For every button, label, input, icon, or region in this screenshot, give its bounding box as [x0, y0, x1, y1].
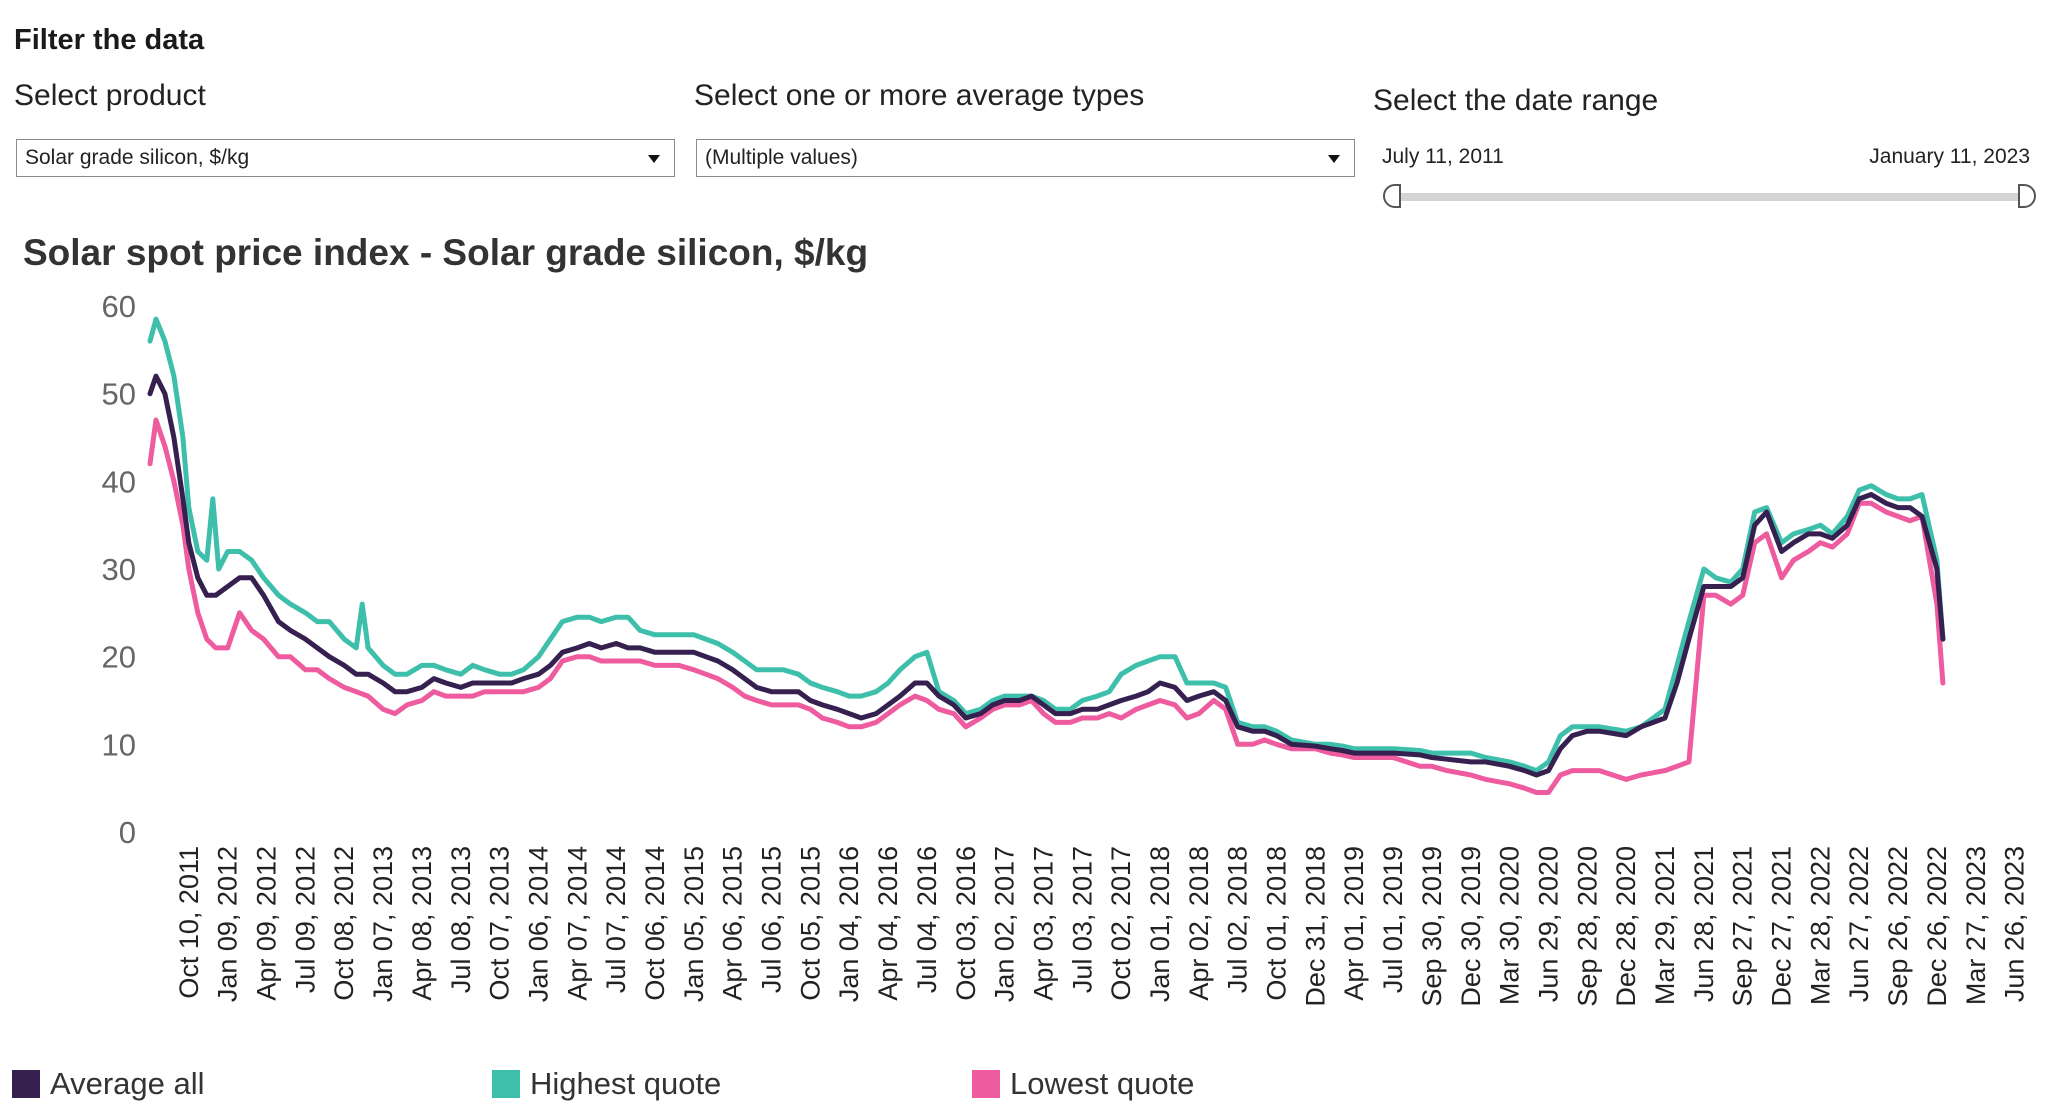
y-tick-label: 40 — [102, 464, 136, 499]
x-tick-label: Dec 28, 2020 — [1611, 846, 1641, 1007]
legend-item-highest[interactable]: Highest quote — [492, 1066, 722, 1101]
x-tick-label: Jul 01, 2019 — [1378, 846, 1408, 993]
x-tick-label: Apr 09, 2012 — [252, 846, 282, 1001]
chevron-down-icon — [1328, 155, 1340, 163]
x-tick-label: Sep 26, 2022 — [1883, 846, 1913, 1007]
x-tick-label: Apr 04, 2016 — [873, 846, 903, 1001]
x-tick-label: Jul 03, 2017 — [1067, 846, 1097, 993]
y-axis: 0 10 20 30 40 50 60 — [102, 289, 136, 850]
x-tick-label: Jun 29, 2020 — [1533, 846, 1563, 1002]
y-tick-label: 10 — [102, 727, 136, 762]
x-tick-label: Apr 08, 2013 — [407, 846, 437, 1001]
x-tick-label: Jul 07, 2014 — [601, 846, 631, 993]
y-tick-label: 50 — [102, 377, 136, 412]
x-tick-label: Jan 09, 2012 — [213, 846, 243, 1002]
date-range-start-handle[interactable] — [1383, 184, 1401, 208]
legend-item-average[interactable]: Average all — [12, 1066, 205, 1101]
legend-item-lowest[interactable]: Lowest quote — [972, 1066, 1195, 1101]
x-tick-label: Jul 09, 2012 — [290, 846, 320, 993]
x-tick-label: Oct 06, 2014 — [640, 846, 670, 1001]
y-tick-label: 0 — [119, 815, 136, 850]
x-tick-label: Jul 02, 2018 — [1223, 846, 1253, 993]
average-type-select-value: (Multiple values) — [705, 146, 858, 169]
date-range-slider-track[interactable] — [1390, 193, 2028, 201]
x-tick-label: Jan 02, 2017 — [990, 846, 1020, 1002]
x-tick-label: Dec 30, 2019 — [1456, 846, 1486, 1007]
x-tick-label: Jan 06, 2014 — [523, 846, 553, 1002]
x-axis: Oct 10, 2011 Jan 09, 2012 Apr 09, 2012 Jul … — [174, 846, 2030, 1007]
x-tick-label: Apr 06, 2015 — [718, 846, 748, 1001]
date-range-start: July 11, 2011 — [1382, 145, 1504, 168]
legend-swatch-average — [12, 1070, 40, 1098]
x-tick-label: Sep 27, 2021 — [1728, 846, 1758, 1007]
x-tick-label: Apr 07, 2014 — [562, 846, 592, 1001]
filter-heading: Filter the data — [14, 24, 205, 56]
x-tick-label: Apr 02, 2018 — [1184, 846, 1214, 1001]
x-tick-label: Oct 01, 2018 — [1262, 846, 1292, 1001]
x-tick-label: Oct 03, 2016 — [951, 846, 981, 1001]
legend-label-highest: Highest quote — [530, 1066, 722, 1101]
series-line-average-all[interactable] — [147, 373, 1946, 778]
chevron-down-icon — [648, 155, 660, 163]
legend-label-average: Average all — [50, 1066, 205, 1101]
x-tick-label: Mar 30, 2020 — [1495, 846, 1525, 1005]
x-tick-label: Mar 27, 2023 — [1961, 846, 1991, 1005]
series-line-lowest-quote[interactable] — [147, 417, 1946, 795]
x-tick-label: Oct 07, 2013 — [485, 846, 515, 1001]
x-tick-label: Jul 04, 2016 — [912, 846, 942, 993]
legend-swatch-highest — [492, 1070, 520, 1098]
average-type-select[interactable]: (Multiple values) — [696, 139, 1355, 177]
date-range-end: January 11, 2023 — [1869, 145, 2030, 168]
x-tick-label: Mar 28, 2022 — [1805, 846, 1835, 1005]
date-range-end-handle[interactable] — [2018, 184, 2036, 208]
x-tick-label: Jul 06, 2015 — [757, 846, 787, 993]
average-type-select-label: Select one or more average types — [694, 79, 1145, 112]
x-tick-label: Dec 31, 2018 — [1300, 846, 1330, 1007]
x-tick-label: Oct 10, 2011 — [174, 846, 204, 999]
x-tick-label: Jul 08, 2013 — [446, 846, 476, 993]
series-layer — [147, 316, 1946, 795]
x-tick-label: Mar 29, 2021 — [1650, 846, 1680, 1005]
x-tick-label: Jan 01, 2018 — [1145, 846, 1175, 1002]
x-tick-label: Jan 05, 2015 — [679, 846, 709, 1002]
product-select[interactable]: Solar grade silicon, $/kg — [16, 139, 675, 177]
x-tick-label: Jan 07, 2013 — [368, 846, 398, 1002]
y-tick-label: 60 — [102, 289, 136, 324]
y-tick-label: 30 — [102, 552, 136, 587]
x-tick-label: Jun 26, 2023 — [2000, 846, 2030, 1002]
x-tick-label: Dec 26, 2022 — [1922, 846, 1952, 1007]
x-tick-label: Jun 27, 2022 — [1844, 846, 1874, 1002]
x-tick-label: Jun 28, 2021 — [1689, 846, 1719, 1002]
x-tick-label: Jan 04, 2016 — [834, 846, 864, 1002]
product-select-label: Select product — [14, 79, 206, 112]
x-tick-label: Oct 05, 2015 — [795, 846, 825, 1001]
x-tick-label: Sep 28, 2020 — [1572, 846, 1602, 1007]
legend-swatch-lowest — [972, 1070, 1000, 1098]
date-range-label: Select the date range — [1373, 84, 1659, 117]
y-tick-label: 20 — [102, 640, 136, 675]
product-select-value: Solar grade silicon, $/kg — [25, 146, 250, 169]
x-tick-label: Oct 08, 2012 — [329, 846, 359, 1001]
x-tick-label: Dec 27, 2021 — [1767, 846, 1797, 1007]
x-tick-label: Sep 30, 2019 — [1417, 846, 1447, 1007]
chart-title: Solar spot price index - Solar grade sil… — [23, 232, 869, 273]
x-tick-label: Oct 02, 2017 — [1106, 846, 1136, 1001]
x-tick-label: Apr 03, 2017 — [1028, 846, 1058, 1001]
legend-label-lowest: Lowest quote — [1010, 1066, 1195, 1101]
x-tick-label: Apr 01, 2019 — [1339, 846, 1369, 1001]
